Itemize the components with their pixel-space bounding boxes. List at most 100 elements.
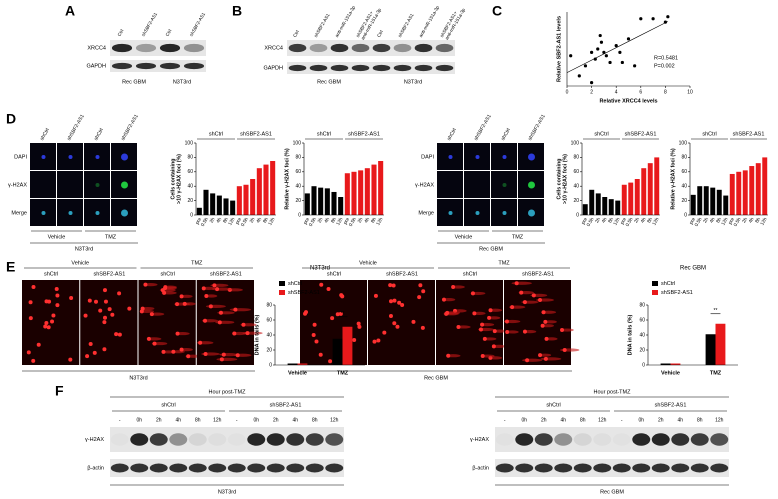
bar xyxy=(364,168,370,215)
legend-label: shSBF2-AS1 xyxy=(288,290,320,296)
y-tick-label: 0 xyxy=(576,212,579,218)
x-tick-label: 8h xyxy=(754,216,762,224)
row-label: GAPDH xyxy=(263,65,283,71)
x-tick-label: 12h xyxy=(375,216,384,226)
point xyxy=(626,37,631,41)
point xyxy=(618,50,622,54)
band xyxy=(671,463,690,473)
point xyxy=(590,50,594,54)
bar xyxy=(371,164,377,215)
nucleus xyxy=(528,153,535,161)
band xyxy=(435,64,454,72)
bar xyxy=(338,197,344,215)
column-label: shSBF2-AS1 xyxy=(66,113,86,141)
comet-head xyxy=(163,286,168,291)
point xyxy=(596,47,600,51)
x-tick-label: 0.5h xyxy=(240,216,250,227)
point xyxy=(651,17,655,21)
lane-label: - xyxy=(119,417,121,423)
point xyxy=(602,50,606,54)
blot-strip xyxy=(110,459,344,477)
x-tick-label: 12h xyxy=(759,216,768,226)
bar xyxy=(270,161,276,215)
lane-label: anti-miR-151a-3p xyxy=(334,4,356,38)
bar xyxy=(589,189,595,215)
comet-head xyxy=(218,310,223,315)
bar xyxy=(287,363,298,365)
x-tick-label: pre xyxy=(194,216,203,225)
lane-label: shSBF2-AS1 xyxy=(189,11,207,37)
y-tick-label: 60 xyxy=(295,169,301,175)
lane-label: anti-miR-151a-3p xyxy=(418,4,440,38)
comet-head xyxy=(560,328,565,333)
band xyxy=(111,62,133,70)
comet-head xyxy=(162,290,167,295)
x-tick-label: 0.5h xyxy=(694,216,704,227)
band xyxy=(414,43,433,53)
band xyxy=(227,463,246,473)
comet-head xyxy=(392,298,397,303)
panel-letter: F xyxy=(55,383,64,399)
lane-label: Ctrl xyxy=(292,29,300,38)
lane-label: shSBF2-AS1 xyxy=(397,12,415,38)
comet-head xyxy=(102,320,107,325)
lane-label: 0h xyxy=(638,417,644,423)
comet-head xyxy=(472,311,477,316)
band xyxy=(325,463,344,473)
group-label: Rec GBM xyxy=(317,79,341,85)
legend-label: shSBF2-AS1 xyxy=(240,131,272,137)
x-tick-label: 10 xyxy=(687,89,693,95)
bar xyxy=(710,187,716,215)
bar xyxy=(331,191,337,215)
bar xyxy=(755,163,761,215)
band xyxy=(286,463,305,473)
point xyxy=(666,15,670,19)
x-tick-label: 8h xyxy=(646,216,654,224)
x-tick-label: 4h xyxy=(323,216,331,224)
comet-head xyxy=(201,286,206,291)
band xyxy=(149,463,168,473)
legend-label: shCtrl xyxy=(317,131,331,137)
band xyxy=(149,433,168,446)
band xyxy=(169,463,188,473)
bar xyxy=(203,189,209,215)
cell-line-label: N3T3rd xyxy=(75,246,93,252)
treatment-label: Vehicle xyxy=(455,234,473,240)
bar xyxy=(595,193,601,215)
treatment-label: Vehicle xyxy=(71,260,89,266)
bar xyxy=(210,193,216,215)
row-label: β-actin xyxy=(87,465,104,471)
y-tick-label: 60 xyxy=(187,169,193,175)
x-tick-label: pre xyxy=(234,216,243,225)
comet-head xyxy=(28,316,33,321)
comet-tail xyxy=(180,348,193,352)
comet-head xyxy=(445,310,450,315)
band xyxy=(372,43,391,53)
comet-head xyxy=(31,358,36,363)
legend-label: shSBF2-AS1 xyxy=(733,131,765,137)
point xyxy=(590,81,594,85)
band xyxy=(351,64,370,72)
y-axis-label: Relative SBF2-AS1 levels xyxy=(556,16,562,82)
comet-head xyxy=(31,284,36,289)
group-label: shCtrl xyxy=(546,402,560,408)
lane-label: 0h xyxy=(521,417,527,423)
bar xyxy=(621,184,627,215)
row-label: Merge xyxy=(418,210,434,216)
nucleus xyxy=(502,211,507,215)
x-tick-label: 2h xyxy=(249,216,257,224)
comet-head xyxy=(204,294,209,299)
comet-head xyxy=(203,352,208,357)
x-tick-label: 12h xyxy=(267,216,276,226)
nucleus xyxy=(41,211,46,215)
blot-strip xyxy=(495,427,729,452)
bar xyxy=(358,170,364,215)
x-tick-label: 2 xyxy=(590,89,593,95)
nucleus xyxy=(502,155,507,159)
comet-head xyxy=(456,324,461,329)
y-tick-label: 20 xyxy=(295,198,301,204)
y-tick-label: 0 xyxy=(269,362,272,368)
legend-label: shCtrl xyxy=(594,131,608,137)
comet-head xyxy=(175,331,180,336)
bar xyxy=(703,186,709,215)
